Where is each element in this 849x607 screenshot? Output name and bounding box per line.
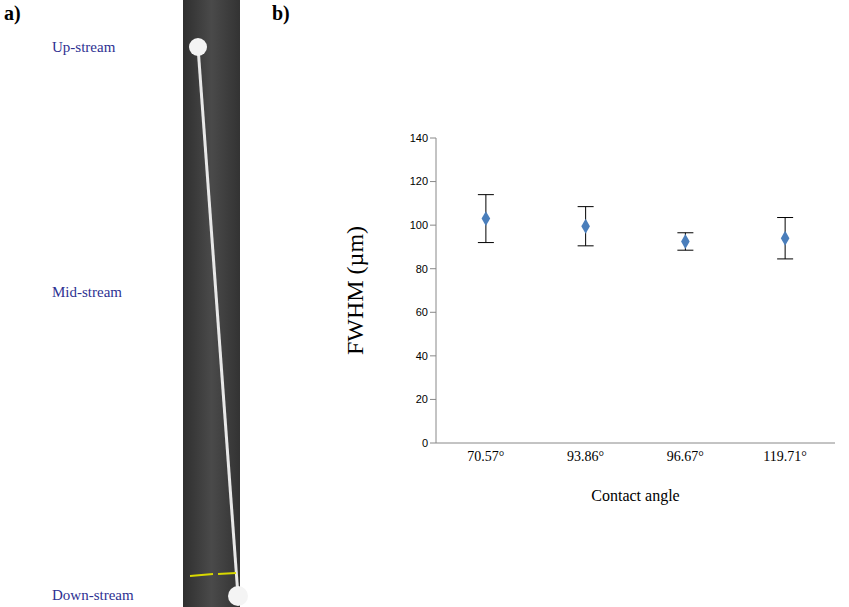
html-text:a): a) (4, 2, 21, 24)
svg-text:FWHM (µm): FWHM (µm) (342, 226, 368, 355)
svg-text:Mid-stream: Mid-stream (52, 284, 122, 300)
svg-text:119.71°: 119.71° (763, 449, 807, 464)
svg-text:40: 40 (416, 350, 428, 362)
svg-text:96.67°: 96.67° (667, 449, 704, 464)
svg-text:100: 100 (410, 219, 428, 231)
svg-text:Down-stream: Down-stream (52, 587, 134, 603)
svg-text:70.57°: 70.57° (467, 449, 504, 464)
svg-text:80: 80 (416, 263, 428, 275)
html-text:b): b) (272, 2, 290, 24)
svg-text:140: 140 (410, 132, 428, 144)
svg-text:60: 60 (416, 306, 428, 318)
svg-text:120: 120 (410, 175, 428, 187)
svg-text:20: 20 (416, 393, 428, 405)
svg-text:Up-stream: Up-stream (52, 39, 116, 55)
svg-text:0: 0 (422, 437, 428, 449)
svg-text:93.86°: 93.86° (567, 449, 604, 464)
svg-text:Contact angle: Contact angle (591, 487, 679, 505)
